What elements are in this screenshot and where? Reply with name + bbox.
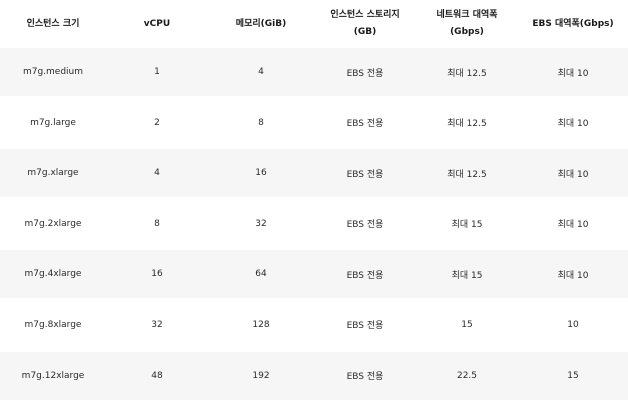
cell-instance-size: m7g.xlarge [27,168,79,179]
header-instance-storage: 인스턴스 스토리지 (GB) [330,10,400,37]
cell-network-bandwidth: 최대 15 [451,270,483,281]
header-memory: 메모리(GiB) [235,18,287,29]
cell-vcpu: 8 [154,218,160,229]
cell-ebs-bandwidth: 10 [567,319,579,330]
header-instance-size: 인스턴스 크기 [26,18,80,29]
cell-memory: 64 [255,269,267,280]
cell-vcpu: 4 [154,168,160,179]
table-row: m7g.xlarge 4 16 EBS 전용 최대 12.5 최대 10 [0,149,628,198]
cell-instance-storage: EBS 전용 [346,68,384,79]
header-ebs-bandwidth: EBS 대역폭(Gbps) [532,18,614,29]
table-row: m7g.12xlarge 48 192 EBS 전용 22.5 15 [0,351,628,400]
header-vcpu: vCPU [143,18,171,29]
cell-vcpu: 2 [154,117,160,128]
table-header-row: 인스턴스 크기 vCPU 메모리(GiB) 인스턴스 스토리지 (GB) 네트워… [0,0,628,48]
cell-memory: 4 [258,67,264,77]
cell-instance-storage: EBS 전용 [346,321,384,332]
cell-vcpu: 1 [154,67,160,77]
table-row: m7g.large 2 8 EBS 전용 최대 12.5 최대 10 [0,98,628,147]
cell-memory: 8 [258,117,264,128]
table-row: m7g.8xlarge 32 128 EBS 전용 15 10 [0,300,628,349]
cell-memory: 32 [255,218,267,229]
cell-vcpu: 48 [151,370,163,381]
cell-instance-size: m7g.4xlarge [24,269,82,280]
cell-memory: 128 [252,319,270,330]
cell-network-bandwidth: 22.5 [456,370,478,381]
cell-ebs-bandwidth: 15 [567,370,579,381]
cell-network-bandwidth: 최대 12.5 [447,169,487,180]
cell-instance-storage: EBS 전용 [346,119,384,130]
table-row: m7g.2xlarge 8 32 EBS 전용 최대 15 최대 10 [0,199,628,248]
cell-instance-storage: EBS 전용 [346,169,384,180]
table-row: m7g.medium 1 4 EBS 전용 최대 12.5 최대 10 [0,48,628,96]
cell-instance-storage: EBS 전용 [346,270,384,281]
cell-instance-size: m7g.large [30,117,76,128]
header-network-bandwidth: 네트워크 대역폭 (Gbps) [436,10,498,37]
cell-vcpu: 16 [151,269,163,280]
cell-ebs-bandwidth: 최대 10 [557,220,589,231]
cell-instance-size: m7g.12xlarge [21,370,85,381]
cell-instance-size: m7g.medium [22,67,84,77]
cell-memory: 192 [252,370,270,381]
cell-ebs-bandwidth: 최대 10 [557,270,589,281]
cell-ebs-bandwidth: 최대 10 [557,119,589,130]
cell-network-bandwidth: 최대 12.5 [447,119,487,130]
cell-instance-size: m7g.2xlarge [24,218,82,229]
cell-instance-storage: EBS 전용 [346,220,384,231]
cell-network-bandwidth: 최대 12.5 [447,68,487,79]
cell-instance-storage: EBS 전용 [346,372,384,383]
cell-memory: 16 [255,168,267,179]
table-body: m7g.medium 1 4 EBS 전용 최대 12.5 최대 10 m7g.large 2… [0,48,628,400]
cell-network-bandwidth: 15 [461,319,473,330]
table-row: m7g.4xlarge 16 64 EBS 전용 최대 15 최대 10 [0,250,628,299]
cell-vcpu: 32 [151,319,163,330]
cell-ebs-bandwidth: 최대 10 [557,68,589,79]
cell-ebs-bandwidth: 최대 10 [557,169,589,180]
cell-instance-size: m7g.8xlarge [24,319,82,330]
cell-network-bandwidth: 최대 15 [451,220,483,231]
